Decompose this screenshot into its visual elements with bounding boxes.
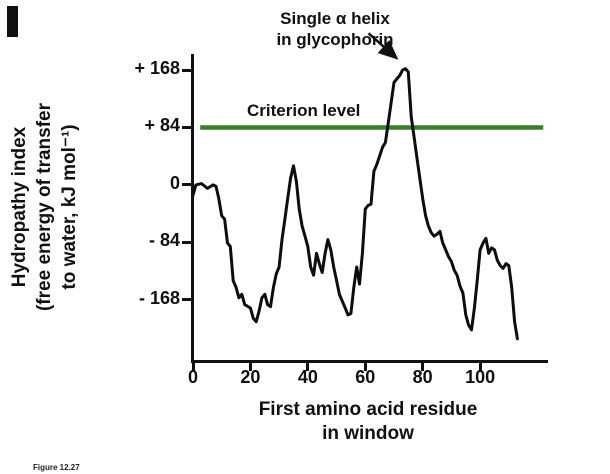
x-axis-title-line: First amino acid residue — [258, 399, 478, 420]
annotation-text-line: in glycophorin — [276, 30, 394, 49]
y-tick-label: - 84 — [148, 230, 180, 251]
x-tick-label: 100 — [465, 367, 496, 387]
annotation-text: Single α helix in glycophorin — [240, 8, 430, 50]
criterion-level-label: Criterion level — [247, 101, 361, 120]
y-axis-title-line: (free energy of transfer — [34, 103, 55, 312]
y-tick-label: + 168 — [134, 58, 180, 79]
x-tick-label: 60 — [355, 367, 376, 387]
y-tick-mark — [182, 183, 191, 187]
y-tick-mark — [182, 240, 191, 244]
cropped-page-element — [7, 6, 18, 37]
x-axis-title-line: in window — [322, 423, 414, 444]
y-axis-title-line: to water, kJ mol⁻¹) — [59, 124, 80, 290]
x-tick-mark — [363, 362, 367, 371]
y-tick-label: + 84 — [144, 115, 180, 136]
y-axis-line — [191, 54, 194, 363]
x-tick-mark — [421, 362, 425, 371]
x-tick-label: 80 — [412, 367, 433, 387]
x-axis-title: First amino acid residue in window — [243, 398, 493, 446]
annotation-text-line: Single α helix — [280, 9, 390, 28]
y-axis-title-line: Hydropathy index — [9, 126, 30, 288]
x-tick-mark — [191, 362, 195, 371]
y-tick-mark — [182, 298, 191, 302]
x-tick-mark — [306, 362, 310, 371]
x-tick-label: 40 — [297, 367, 318, 387]
figure-caption: Figure 12.27 — [33, 463, 80, 472]
y-tick-label: - 168 — [138, 287, 180, 308]
x-tick-mark — [248, 362, 252, 371]
x-tick-mark — [478, 362, 482, 371]
y-tick-mark — [182, 125, 191, 129]
x-tick-label: 20 — [240, 367, 261, 387]
annotation-arrow — [367, 32, 399, 60]
y-axis-title: Hydropathy index (free energy of transfe… — [7, 47, 87, 367]
y-tick-label: 0 — [169, 172, 180, 193]
y-tick-mark — [182, 68, 191, 72]
hydropathy-curve — [191, 67, 519, 341]
x-axis-line — [191, 360, 548, 363]
x-tick-label: 0 — [187, 367, 198, 387]
